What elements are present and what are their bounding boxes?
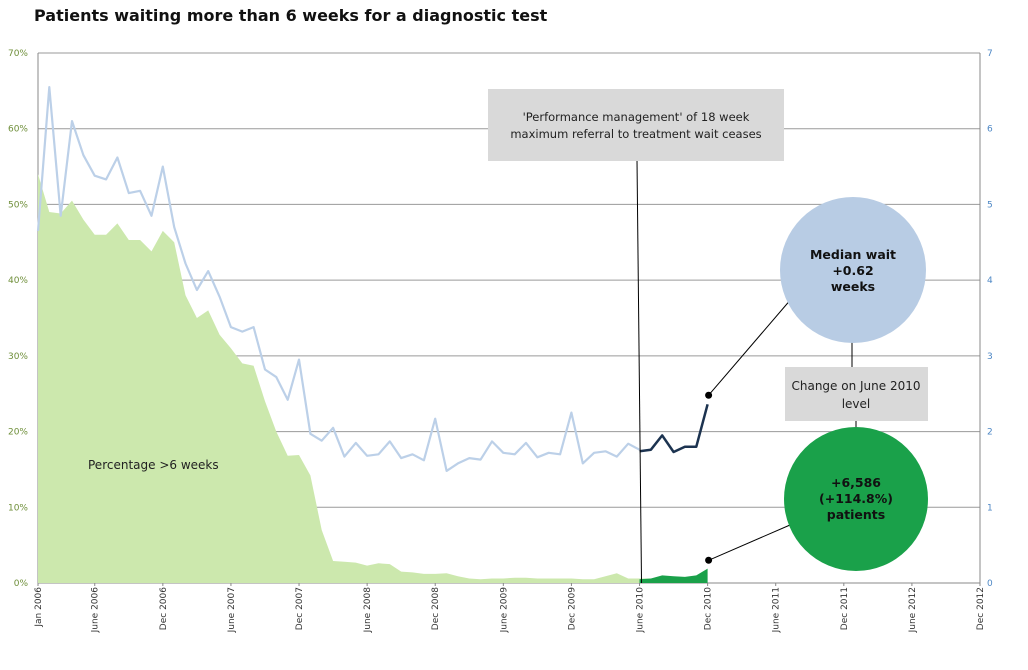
y-left-tick-label: 70% — [8, 49, 28, 59]
median-pointer-dot — [705, 391, 713, 399]
y-right-tick-label: 2 — [987, 428, 993, 438]
series-layer — [36, 86, 709, 583]
y-left-tick-label: 40% — [8, 276, 28, 286]
y-right-tick-label: 4 — [987, 276, 993, 286]
x-tick-label: Dec 2009 — [567, 587, 577, 630]
x-tick-label: June 2009 — [499, 587, 509, 634]
y-left-tick-label: 0% — [14, 579, 29, 589]
patients-bubble-text: (+114.8%) — [819, 491, 893, 506]
y-right-tick-label: 1 — [987, 503, 993, 513]
patients-pointer-dot — [705, 556, 713, 564]
marker-box — [488, 89, 784, 161]
x-tick-label: Dec 2012 — [976, 587, 986, 630]
x-tick-label: Dec 2006 — [159, 587, 169, 630]
annotation-layer: Percentage >6 weeks 'Performance manageme… — [88, 89, 928, 584]
marker-line — [636, 159, 643, 584]
axes: 0% 10% 20% 30% 40% 50% 60% 70% 0 1 2 3 4 5 6 7 Jan 2006 J… — [8, 49, 993, 633]
x-tick-label: June 2012 — [908, 587, 918, 633]
chart-title: Patients waiting more than 6 weeks for a… — [34, 6, 548, 25]
y-left-tick-label: 60% — [8, 125, 28, 135]
x-tick-label: Dec 2008 — [431, 587, 441, 630]
x-tick-label: June 2008 — [363, 587, 373, 634]
patients-bubble-text: patients — [827, 507, 885, 522]
median-bubble-text: +0.62 — [832, 263, 873, 278]
change-label-text: level — [842, 397, 871, 411]
median-bubble-text: weeks — [831, 279, 875, 294]
series-area-1 — [639, 568, 708, 583]
marker-text-line: maximum referral to treatment wait cease… — [510, 127, 761, 141]
y-right-tick-label: 7 — [987, 49, 993, 59]
patients-bubble-text: +6,586 — [831, 475, 881, 490]
median-pointer — [708, 297, 793, 396]
area-label: Percentage >6 weeks — [88, 458, 219, 472]
y-left-tick-label: 20% — [8, 428, 28, 438]
change-label-text: Change on June 2010 — [791, 379, 920, 393]
series-area-0 — [38, 174, 674, 583]
patients-pointer — [708, 524, 791, 561]
series-line-2 — [36, 86, 641, 472]
x-tick-label: June 2010 — [636, 587, 646, 634]
series-line-3 — [639, 403, 709, 454]
x-tick-label: June 2007 — [227, 587, 237, 633]
y-left-tick-label: 10% — [8, 503, 28, 513]
y-left-tick-label: 50% — [8, 200, 28, 210]
median-bubble — [780, 197, 926, 343]
x-tick-label: June 2006 — [91, 587, 101, 634]
patients-bubble — [784, 427, 928, 571]
y-right-tick-label: 0 — [987, 579, 993, 589]
median-bubble-text: Median wait — [810, 247, 896, 262]
y-right-tick-label: 3 — [987, 352, 993, 362]
marker-text-line: 'Performance management' of 18 week — [523, 110, 750, 124]
x-tick-label: Jan 2006 — [34, 587, 44, 628]
y-right-tick-label: 6 — [987, 125, 993, 135]
x-tick-label: June 2011 — [772, 587, 782, 633]
y-right-tick-label: 5 — [987, 200, 993, 210]
y-left-tick-label: 30% — [8, 352, 28, 362]
x-tick-label: Dec 2011 — [840, 587, 850, 630]
change-label-box — [785, 367, 928, 421]
x-tick-label: Dec 2010 — [704, 587, 714, 630]
x-tick-label: Dec 2007 — [295, 587, 305, 630]
